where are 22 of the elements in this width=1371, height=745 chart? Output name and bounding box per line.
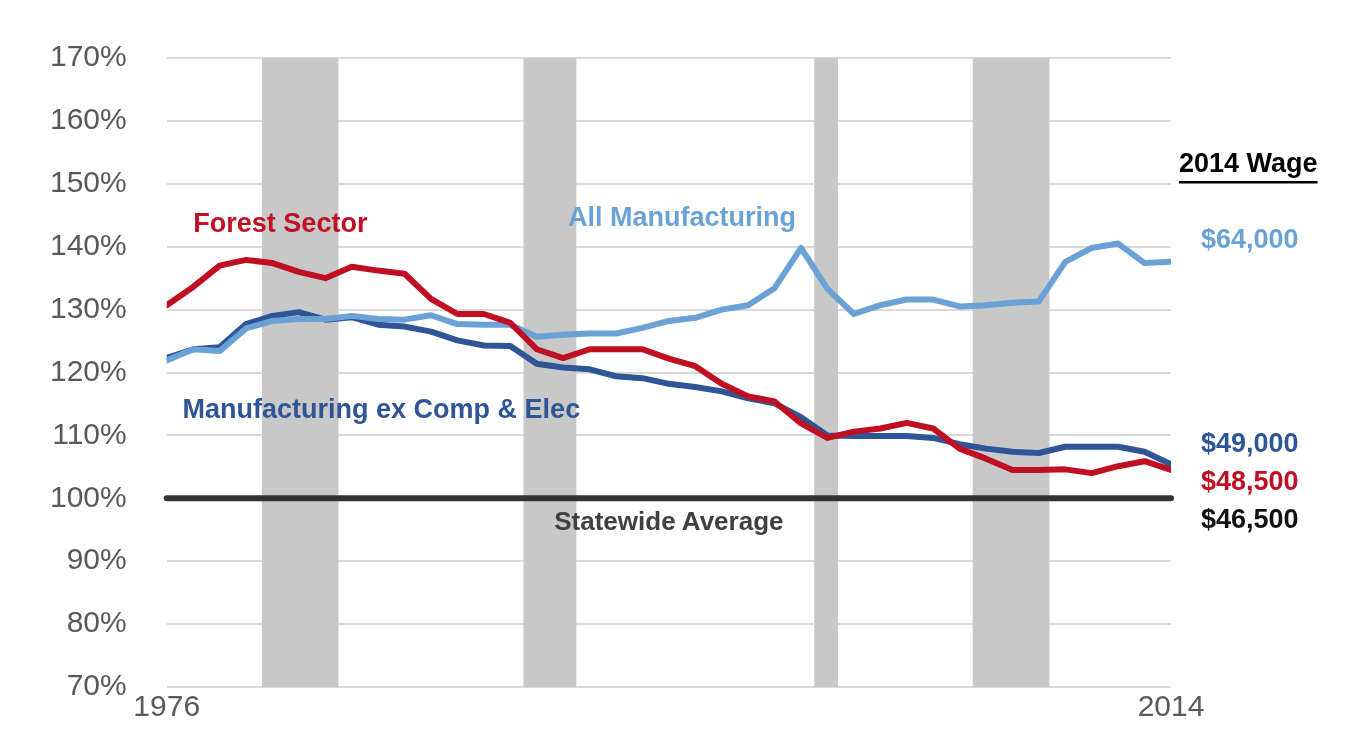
text: $49,000 bbox=[1201, 428, 1299, 459]
y-tick-label: 170% bbox=[49, 39, 127, 73]
x-tick-label: 1976 bbox=[133, 689, 201, 723]
y-tick-label: 140% bbox=[49, 227, 127, 261]
y-tick-label: 90% bbox=[66, 542, 127, 576]
text: $46,500 bbox=[1201, 503, 1299, 534]
x-tick-label: 2014 bbox=[1137, 689, 1205, 723]
text: $48,500 bbox=[1201, 466, 1299, 497]
series-label: Manufacturing ex Comp & Elec bbox=[182, 393, 581, 424]
y-tick-label: 130% bbox=[49, 290, 127, 324]
y-tick-label: 70% bbox=[66, 668, 127, 702]
text: $64,000 bbox=[1201, 223, 1299, 254]
ref-line-label: Statewide Average bbox=[554, 506, 784, 537]
series-label: Forest Sector bbox=[193, 208, 368, 239]
y-tick-label: 160% bbox=[49, 102, 127, 136]
series-label: All Manufacturing bbox=[568, 201, 797, 232]
y-tick-label: 120% bbox=[49, 353, 127, 387]
text: 2014 Wage bbox=[1179, 148, 1318, 179]
y-tick-label: 80% bbox=[66, 605, 127, 639]
y-tick-label: 100% bbox=[49, 479, 127, 513]
y-tick-label: 110% bbox=[52, 416, 127, 450]
y-tick-label: 150% bbox=[49, 165, 127, 199]
